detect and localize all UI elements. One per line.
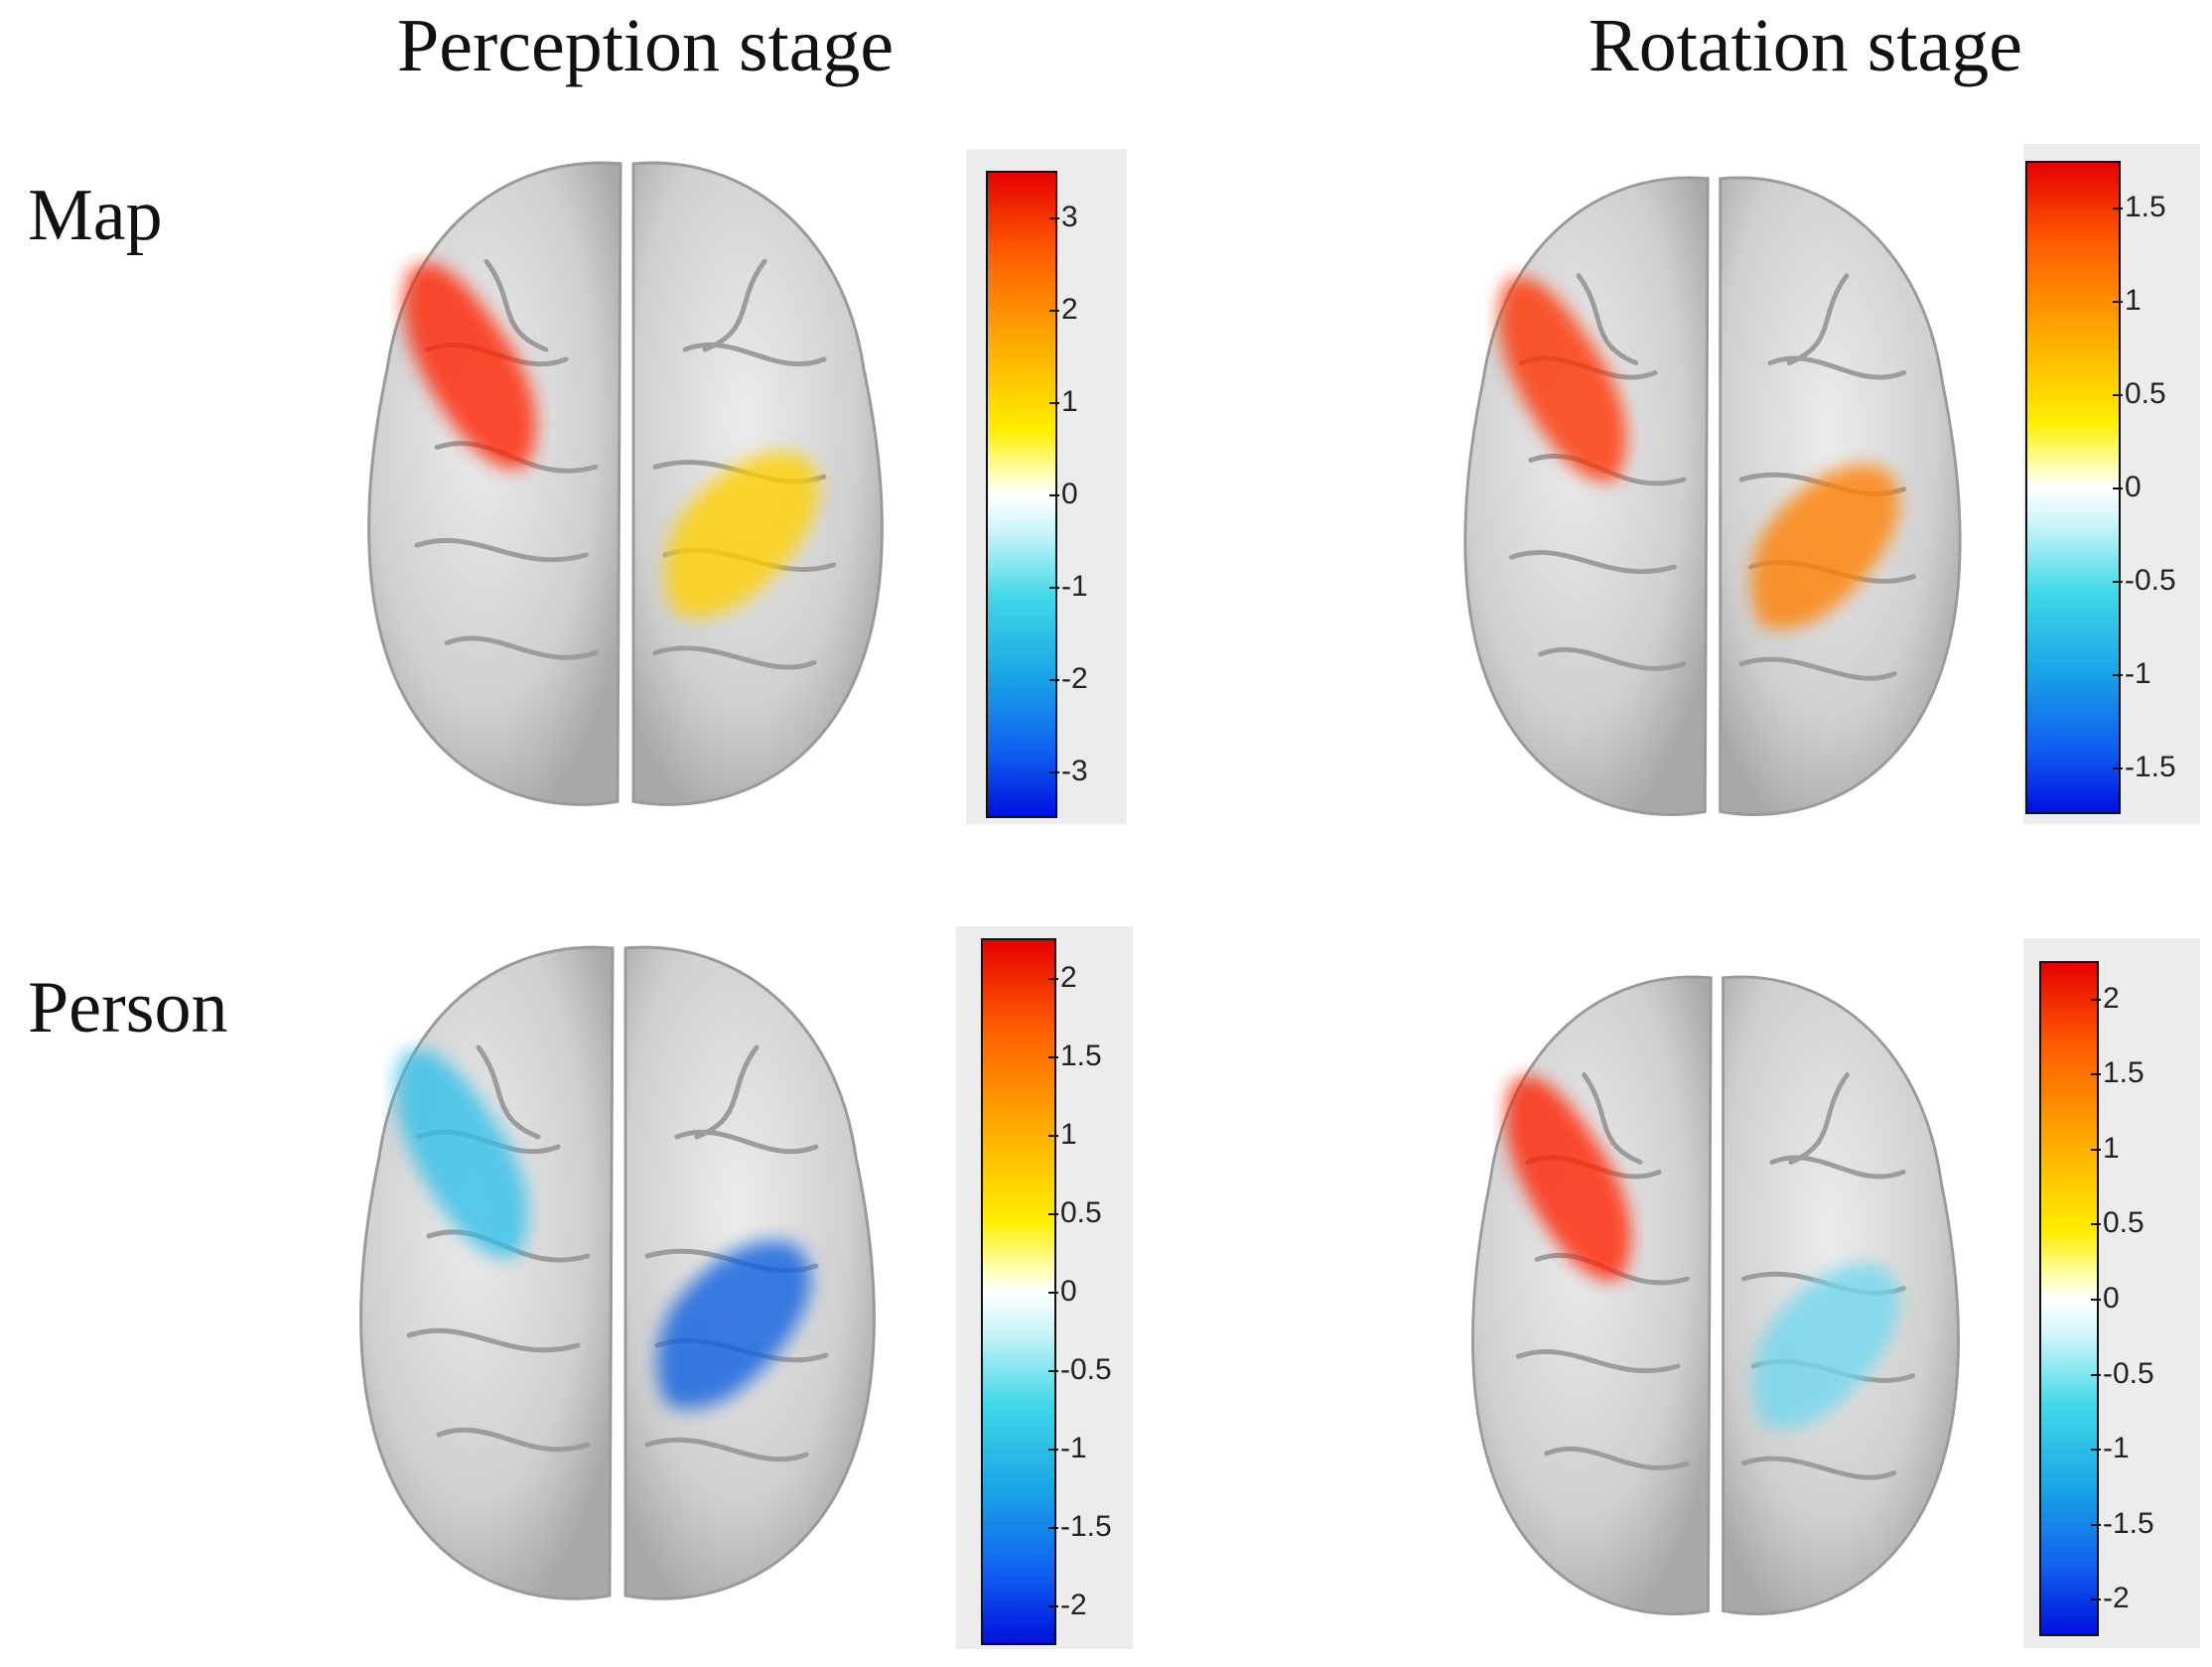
colorbar-tick bbox=[1049, 309, 1059, 312]
colorbar-tick-label: 1.5 bbox=[2103, 1056, 2144, 1090]
colorbar-tick bbox=[2091, 1299, 2101, 1301]
row-title-map: Map bbox=[28, 175, 163, 256]
colorbar-map-perception-stage bbox=[986, 171, 1057, 818]
colorbar-tick bbox=[2113, 394, 2123, 396]
colorbar-tick-label: 1 bbox=[1061, 384, 1078, 418]
brain-render-map-rotation-stage bbox=[1463, 176, 1962, 816]
colorbar-tick bbox=[2091, 1073, 2101, 1076]
column-title-rotation: Rotation stage bbox=[1589, 4, 2022, 87]
left-hemisphere bbox=[367, 161, 622, 806]
colorbar-tick-label: 2 bbox=[1060, 960, 1077, 994]
colorbar-tick-label: -1 bbox=[1061, 570, 1088, 604]
brain-render-person-rotation-stage bbox=[1471, 975, 1960, 1615]
colorbar-tick bbox=[1048, 1605, 1058, 1608]
colorbar-tick-label: 3 bbox=[1061, 200, 1078, 233]
colorbar-tick bbox=[1048, 1212, 1058, 1215]
colorbar-tick-label: -0.5 bbox=[1060, 1353, 1112, 1387]
colorbar-tick-label: 0.5 bbox=[2125, 377, 2166, 410]
colorbar-tick-label: -2 bbox=[2103, 1582, 2130, 1615]
activation-right-central bbox=[1752, 1264, 1899, 1429]
colorbar-tick bbox=[1048, 977, 1058, 980]
colorbar-tick bbox=[1048, 1370, 1058, 1373]
colorbar-tick-label: -1.5 bbox=[2125, 751, 2176, 783]
colorbar-tick bbox=[1049, 679, 1059, 682]
colorbar-tick-label: -3 bbox=[1061, 755, 1088, 788]
left-hemisphere bbox=[359, 945, 615, 1600]
colorbar-tick-label: 1 bbox=[2125, 284, 2142, 317]
activation-right-central bbox=[1750, 465, 1899, 629]
colorbar-tick bbox=[2113, 674, 2123, 676]
colorbar-tick bbox=[1049, 587, 1059, 590]
column-title-perception: Perception stage bbox=[397, 4, 895, 87]
colorbar-tick-label: 0 bbox=[2103, 1282, 2120, 1315]
colorbar-tick bbox=[1049, 494, 1059, 496]
brain-render-map-perception-stage bbox=[367, 161, 884, 806]
colorbar-tick-label: -0.5 bbox=[2125, 564, 2176, 597]
colorbar-tick bbox=[2091, 1373, 2101, 1376]
colorbar-tick-label: 0.5 bbox=[2103, 1206, 2144, 1240]
colorbar-tick-label: 1.5 bbox=[2125, 191, 2166, 223]
colorbar-tick bbox=[1048, 1292, 1058, 1294]
left-hemisphere bbox=[1463, 176, 1710, 816]
left-hemisphere bbox=[1471, 975, 1713, 1615]
colorbar-tick bbox=[2113, 487, 2123, 489]
colorbar-tick bbox=[2091, 1523, 2101, 1526]
colorbar-tick-label: 0 bbox=[2125, 471, 2142, 503]
colorbar-tick-label: -2 bbox=[1060, 1589, 1087, 1622]
colorbar-tick bbox=[1048, 1527, 1058, 1530]
colorbar-tick bbox=[2091, 1223, 2101, 1226]
colorbar-tick-label: -0.5 bbox=[2103, 1356, 2154, 1390]
colorbar-tick bbox=[2113, 767, 2123, 769]
colorbar-tick bbox=[2091, 1449, 2101, 1452]
colorbar-tick-label: 2 bbox=[2103, 981, 2120, 1015]
activation-left-frontal bbox=[403, 263, 536, 470]
colorbar-tick-label: -1 bbox=[2103, 1432, 2130, 1465]
brain-render-person-perception-stage bbox=[359, 945, 876, 1600]
colorbar-tick-label: 0 bbox=[1061, 478, 1078, 510]
row-title-person: Person bbox=[28, 967, 228, 1048]
colorbar-tick-label: -1 bbox=[2125, 657, 2151, 690]
colorbar-map-rotation-stage bbox=[2025, 161, 2121, 814]
colorbar-tick bbox=[2091, 998, 2101, 1001]
colorbar-person-perception-stage bbox=[981, 938, 1056, 1645]
colorbar-tick-label: 0.5 bbox=[1060, 1195, 1102, 1229]
activation-left-frontal bbox=[1498, 277, 1627, 482]
activation-right-central bbox=[664, 452, 819, 618]
colorbar-tick bbox=[2091, 1148, 2101, 1151]
colorbar-tick bbox=[2113, 581, 2123, 583]
colorbar-tick-label: 0 bbox=[1060, 1275, 1077, 1308]
colorbar-person-rotation-stage bbox=[2039, 961, 2099, 1636]
colorbar-tick bbox=[1048, 1449, 1058, 1452]
colorbar-tick-label: -1.5 bbox=[2103, 1506, 2154, 1540]
colorbar-tick-label: 1.5 bbox=[1060, 1039, 1102, 1072]
activation-right-central bbox=[656, 1240, 811, 1409]
colorbar-tick-label: -2 bbox=[1061, 662, 1088, 696]
colorbar-tick bbox=[1049, 401, 1059, 404]
colorbar-tick bbox=[1049, 216, 1059, 219]
colorbar-tick-label: -1.5 bbox=[1060, 1510, 1112, 1544]
colorbar-tick-label: 1 bbox=[2103, 1131, 2120, 1165]
colorbar-tick-label: -1 bbox=[1060, 1432, 1087, 1465]
colorbar-tick-label: 1 bbox=[1060, 1117, 1077, 1151]
activation-left-frontal bbox=[1505, 1076, 1631, 1281]
colorbar-tick-label: 2 bbox=[1061, 292, 1078, 326]
colorbar-tick bbox=[2113, 301, 2123, 303]
colorbar-tick bbox=[2091, 1598, 2101, 1601]
colorbar-tick bbox=[1048, 1134, 1058, 1137]
colorbar-tick bbox=[1048, 1055, 1058, 1058]
colorbar-tick bbox=[1049, 771, 1059, 774]
colorbar-tick bbox=[2113, 208, 2123, 209]
activation-left-frontal bbox=[395, 1048, 528, 1258]
